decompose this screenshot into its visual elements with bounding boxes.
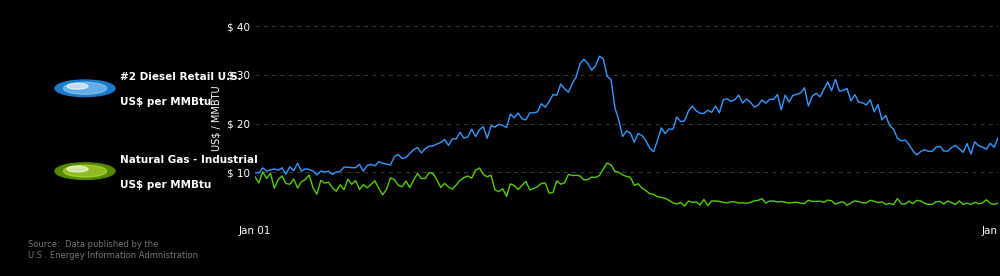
Text: Source:  Data published by the
U.S . Energey Information Admnistration: Source: Data published by the U.S . Ener… (28, 240, 198, 259)
Text: US$ per MMBtu: US$ per MMBtu (120, 97, 211, 107)
Text: Natural Gas - Industrial: Natural Gas - Industrial (120, 155, 258, 165)
Y-axis label: US$ / MMBTU: US$ / MMBTU (212, 86, 222, 152)
Text: US$ per MMBtu: US$ per MMBtu (120, 180, 211, 190)
Text: #2 Diesel Retail U.S.: #2 Diesel Retail U.S. (120, 72, 242, 82)
